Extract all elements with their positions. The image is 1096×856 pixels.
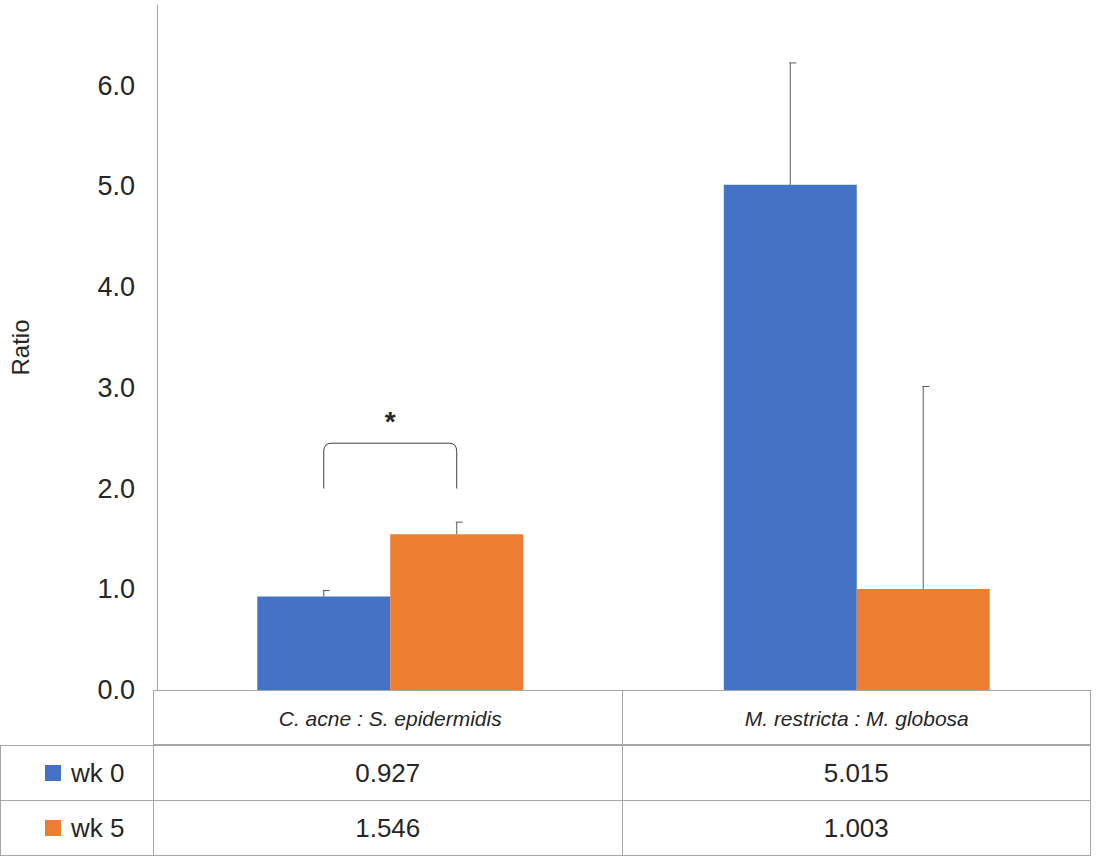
html-text:wk 0: wk 0 (71, 757, 125, 788)
svg-text:*: * (385, 406, 396, 437)
svg-text:2.0: 2.0 (97, 474, 135, 504)
svg-text:C. acne : S. epidermidis: C. acne : S. epidermidis (279, 707, 502, 730)
html-text:0.927: 0.927 (355, 757, 421, 788)
svg-text:M. restricta : M. globosa: M. restricta : M. globosa (745, 707, 969, 730)
svg-text:1.0: 1.0 (97, 574, 135, 604)
svg-text:4.0: 4.0 (97, 272, 135, 302)
svg-text:3.0: 3.0 (97, 373, 135, 403)
html-text:1.003: 1.003 (823, 812, 889, 843)
svg-text:Ratio: Ratio (7, 319, 34, 375)
svg-text:5.0: 5.0 (97, 171, 135, 201)
html-text:5.015: 5.015 (823, 757, 889, 788)
svg-text:6.0: 6.0 (97, 71, 135, 101)
html-text:wk 5: wk 5 (71, 812, 125, 843)
html-text:1.546: 1.546 (355, 812, 421, 843)
svg-text:0.0: 0.0 (97, 675, 135, 705)
